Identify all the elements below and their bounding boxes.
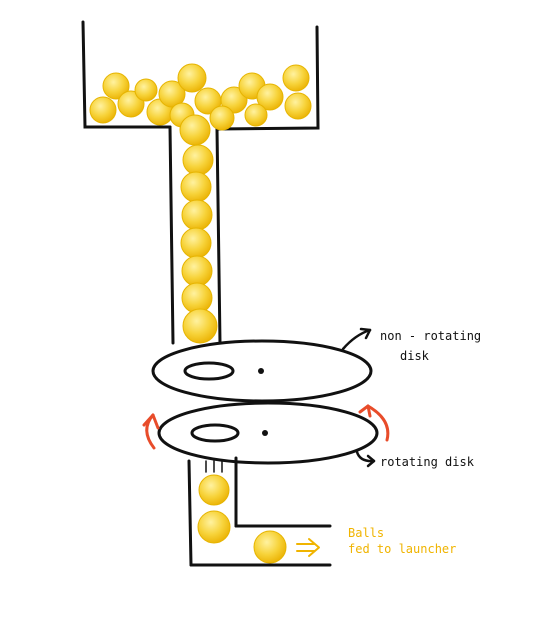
ball (181, 282, 213, 314)
feed-tube-right-wall (215, 127, 222, 345)
ball (209, 105, 235, 131)
balls-caption-line1: Balls (348, 526, 384, 540)
non-rotating-label-line2: disk (400, 349, 430, 363)
hopper-left-wall (81, 20, 172, 129)
balls-caption-line2: fed to launcher (348, 542, 456, 556)
ball (182, 144, 214, 176)
chute-left-wall (187, 459, 193, 567)
ball (181, 255, 213, 287)
ball (256, 83, 284, 111)
ball (102, 72, 130, 100)
ball (158, 80, 186, 108)
pointer-arrows (341, 327, 376, 468)
ball (180, 171, 212, 203)
non-rotating-disk (151, 339, 373, 403)
launcher-chute (187, 456, 332, 567)
balls-fed-caption: Balls fed to launcher (348, 526, 456, 556)
ball (134, 78, 158, 102)
motion-lines (205, 460, 223, 473)
rotation-arrows (142, 404, 390, 450)
non-rotating-disk-hole (183, 361, 235, 381)
curved-arrow-icon (366, 404, 390, 442)
rotating-disk-hole (190, 423, 240, 443)
hopper (81, 20, 320, 131)
ball (220, 86, 248, 114)
labels: non - rotating disk rotating disk (380, 329, 481, 469)
feed-tube-left-wall (168, 125, 175, 345)
curved-arrow-icon-head (358, 404, 372, 418)
balls-in-tube (179, 114, 218, 344)
arrow-icon-head (359, 327, 372, 340)
ball (179, 114, 211, 146)
hopper-right-wall (215, 25, 320, 131)
ball (284, 92, 312, 120)
non-rotating-label-line1: non - rotating (380, 329, 481, 343)
ball (253, 530, 287, 564)
arrow-icon-head (366, 454, 376, 468)
ball (89, 96, 117, 124)
rotating-disk (157, 401, 379, 465)
ball (177, 63, 207, 93)
double-arrow-head (308, 538, 320, 557)
curved-arrow-icon-head (142, 413, 160, 430)
arrow-icon (341, 328, 372, 351)
ball (198, 474, 230, 506)
rotating-label: rotating disk (380, 455, 475, 469)
arrow-icon (355, 450, 376, 463)
feed-tube (168, 125, 222, 345)
double-arrow-right-icon (296, 538, 320, 557)
ball (182, 308, 218, 344)
non-rotating-disk-axle (258, 368, 264, 374)
ball (197, 510, 231, 544)
ball (181, 199, 213, 231)
rotating-disk-axle (262, 430, 268, 436)
balls-in-chute (197, 474, 287, 564)
ball (282, 64, 310, 92)
ball (244, 103, 268, 127)
ball (180, 227, 212, 259)
